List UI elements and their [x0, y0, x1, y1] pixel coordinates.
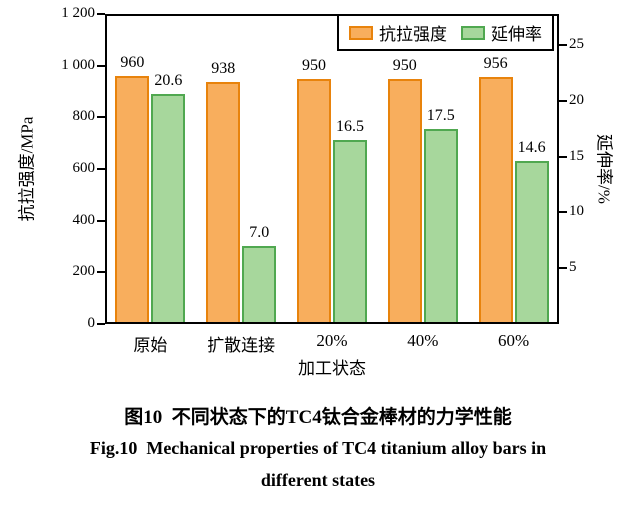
x-axis-title: 加工状态 — [298, 359, 366, 378]
right-axis-tick-label: 15 — [569, 147, 584, 164]
right-axis-tick-mark — [559, 155, 567, 158]
bar-tensile-strength — [115, 76, 150, 324]
caption-english-line1: Fig.10 Mechanical properties of TC4 tita… — [89, 438, 547, 458]
bar-value-label: 950 — [302, 56, 326, 74]
bar-elongation — [242, 245, 277, 324]
bar-value-label: 14.6 — [517, 139, 546, 157]
x-tick-label: 40% — [407, 331, 439, 350]
left-axis-tick-mark — [97, 64, 105, 67]
right-axis-tick-mark — [559, 99, 567, 102]
bar-tensile-strength — [478, 77, 513, 324]
legend: 抗拉强度 延伸率 — [337, 14, 554, 51]
left-axis-tick-label: 1 000 — [61, 56, 95, 73]
bar-value-label: 938 — [211, 59, 236, 77]
bar-value-label: 950 — [392, 56, 417, 74]
bar-value-label: 20.6 — [154, 72, 183, 90]
right-axis-title: 延伸率/% — [594, 134, 614, 204]
legend-item: 延伸率 — [461, 20, 542, 45]
right-axis-tick-label: 5 — [569, 259, 577, 276]
left-axis-tick-mark — [97, 271, 105, 274]
legend-label: 延伸率 — [491, 25, 542, 44]
bar-value-label: 7.0 — [249, 223, 270, 241]
bar-value-label: 17.5 — [426, 106, 455, 124]
left-axis-tick-mark — [97, 323, 105, 325]
x-tick-label: 60% — [498, 331, 530, 350]
x-tick-label: 扩散连接 — [207, 336, 276, 355]
x-tick-label: 20% — [316, 331, 348, 350]
bar-value-label: 956 — [483, 55, 508, 73]
legend-swatch — [349, 25, 373, 40]
left-axis-tick-label: 400 — [72, 211, 96, 228]
bar-value-label: 16.5 — [336, 117, 364, 135]
bar-tensile-strength — [206, 81, 241, 324]
right-axis-tick-mark — [559, 267, 567, 270]
left-axis-tick-mark — [97, 13, 105, 15]
left-axis-tick-label: 800 — [72, 108, 96, 125]
bar-elongation — [151, 94, 186, 324]
left-axis-tick-label: 0 — [87, 315, 96, 331]
x-tick-label: 原始 — [133, 336, 168, 355]
right-axis-tick-mark — [559, 211, 567, 214]
left-axis-tick-mark — [97, 219, 105, 222]
right-axis-tick-label: 20 — [569, 91, 584, 108]
bar-tensile-strength — [297, 78, 331, 324]
bar-value-label: 960 — [120, 54, 145, 71]
right-axis-tick-mark — [559, 44, 567, 47]
left-axis-tick-label: 1 200 — [61, 5, 95, 21]
bar-elongation — [514, 161, 549, 324]
left-axis-tick-mark — [97, 168, 105, 170]
left-axis-tick-mark — [97, 116, 105, 119]
left-axis-tick-label: 200 — [72, 263, 96, 280]
plot-area: 抗拉强度 延伸率 — [105, 14, 559, 324]
legend-label: 抗拉强度 — [379, 25, 447, 44]
legend-item: 抗拉强度 — [349, 20, 447, 45]
left-axis-tick-label: 600 — [72, 160, 96, 176]
right-axis-tick-label: 10 — [569, 203, 584, 220]
caption-english-line2: different states — [260, 470, 376, 490]
legend-swatch — [461, 25, 485, 40]
caption-chinese: 图10 不同状态下的TC4钛合金棒材的力学性能 — [124, 407, 512, 428]
right-axis-tick-label: 25 — [569, 36, 584, 53]
bar-elongation — [423, 128, 458, 324]
